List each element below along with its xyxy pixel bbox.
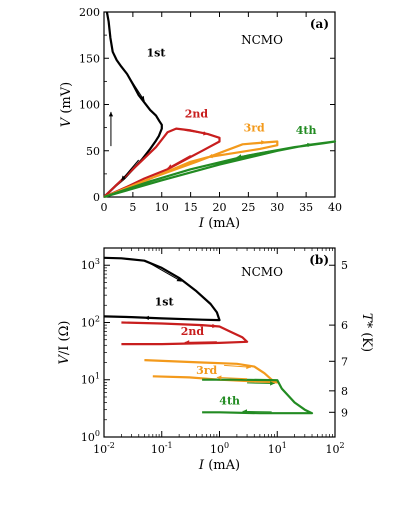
series-line-4th (103, 140, 337, 199)
cycle-label-4th: 4th (296, 124, 317, 137)
sweep-arrowhead (270, 381, 275, 386)
panel-b-series: 1st 2nd 3rd 4th (103, 256, 314, 415)
sweep-arrow (184, 324, 217, 327)
y-tick-label: 150 (79, 52, 100, 65)
y-tick-label: 100 (79, 99, 100, 112)
sweep-arrowhead (216, 375, 222, 380)
panel-b: 10-2 10-1 100 101 102 100 101 102 103 5 6 7 8 9 1st 2n… (57, 247, 374, 473)
panel-a-sample-label: NCMO (241, 33, 283, 47)
sweep-arrowhead (176, 277, 182, 282)
panel-b-y-axis-title: V/I (Ω) (57, 321, 72, 365)
cycle-label-2nd: 2nd (185, 107, 209, 120)
right-tick-label: 7 (341, 355, 348, 368)
sweep-arrowhead (207, 153, 213, 159)
x-tick-label: 30 (270, 201, 284, 214)
x-tick-label: 10 (155, 201, 169, 214)
sweep-arrowhead (140, 95, 145, 101)
sweep-arrow (148, 262, 182, 282)
sweep-arrow (126, 73, 145, 102)
x-tick-label: 25 (241, 201, 255, 214)
x-tick-label: 101 (268, 441, 287, 456)
x-tick-label: 15 (184, 201, 198, 214)
panel-a-series: 1st 2nd 3rd 4th (103, 11, 337, 199)
panel-a-ticks: 0 5 10 15 20 25 30 35 40 0 50 100 150 200 (79, 6, 342, 214)
y-tick-label: 0 (93, 191, 100, 204)
panel-a-y-axis-title: V (mV) (59, 82, 74, 127)
y-tick-label: 100 (81, 429, 100, 444)
panel-b-ticks: 10-2 10-1 100 101 102 100 101 102 103 5 6 7 8 9 (81, 247, 348, 456)
sweep-arrowhead (242, 409, 248, 414)
panel-b-sample-label: NCMO (241, 265, 283, 279)
y-tick-label: 101 (81, 372, 100, 387)
x-tick-label: 102 (325, 441, 344, 456)
right-tick-label: 6 (341, 319, 348, 332)
cycle-label-4th: 4th (219, 394, 240, 407)
cycle-label-2nd: 2nd (181, 325, 205, 338)
sweep-arrowhead (261, 140, 266, 145)
y-tick-label: 50 (86, 145, 100, 158)
sweep-arrow (144, 317, 177, 320)
sweep-arrowhead (203, 131, 208, 136)
series-line-2nd (103, 127, 221, 199)
sweep-arrowhead (307, 142, 312, 148)
panel-a-frame (103, 11, 336, 198)
sweep-arrowhead (144, 315, 149, 321)
panel-a: 0 5 10 15 20 25 30 35 40 0 50 100 150 200 1st 2nd 3rd 4t… (59, 6, 342, 231)
sweep-arrowhead (184, 340, 190, 345)
cycle-label-1st: 1st (147, 46, 167, 59)
sweep-arrow (282, 143, 312, 150)
x-tick-label: 10-2 (93, 441, 115, 456)
y-tick-label: 103 (81, 257, 100, 272)
cycle-label-1st: 1st (155, 295, 175, 308)
panel-a-label: (a) (310, 17, 329, 31)
panel-b-label: (b) (309, 253, 329, 267)
x-tick-label: 40 (328, 201, 342, 214)
cycle-label-3rd: 3rd (244, 121, 265, 134)
x-tick-label: 10-1 (151, 441, 173, 456)
sweep-arrow (184, 341, 217, 343)
series-line-1st (103, 256, 221, 322)
x-tick-label: 20 (213, 201, 227, 214)
sweep-arrow (247, 382, 275, 384)
sweep-arrowhead (212, 323, 217, 329)
cycle-label-3rd: 3rd (196, 364, 217, 377)
y-tick-label: 200 (79, 6, 100, 19)
sweep-arrowhead (167, 164, 173, 169)
panel-b-right-axis-title: T* (K) (359, 313, 374, 352)
sweep-arrowhead (108, 111, 114, 117)
x-tick-label: 100 (210, 441, 229, 456)
panel-a-x-axis-title: I (mA) (198, 216, 240, 231)
sweep-arrow (236, 150, 272, 158)
x-tick-label: 35 (299, 201, 313, 214)
y-tick-label: 102 (81, 314, 100, 329)
sweep-arrow (216, 376, 248, 380)
right-tick-label: 8 (341, 385, 348, 398)
right-tick-label: 5 (341, 259, 348, 272)
right-tick-label: 9 (341, 406, 348, 419)
panel-b-x-axis-title: I (mA) (198, 458, 240, 473)
x-tick-label: 0 (101, 201, 108, 214)
sweep-arrowhead (236, 154, 242, 159)
sweep-arrowhead (121, 175, 126, 181)
sweep-arrowhead (246, 364, 251, 370)
x-tick-label: 5 (129, 201, 136, 214)
